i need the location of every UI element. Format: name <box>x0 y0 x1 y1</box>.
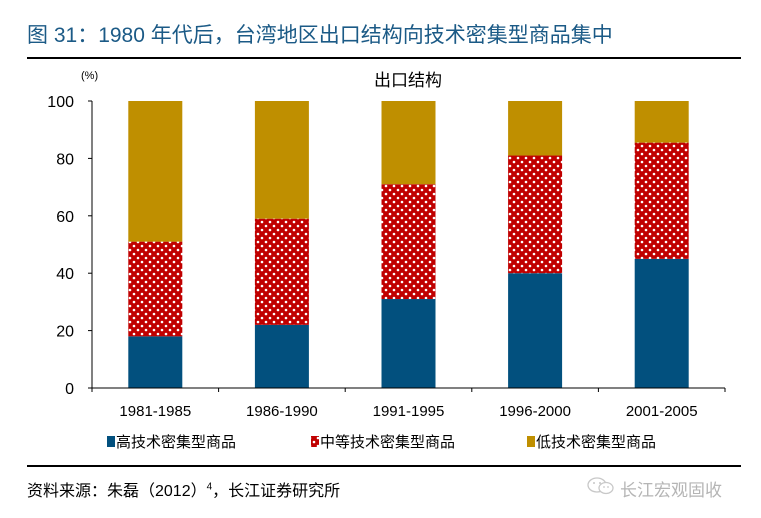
bar-segment-low-2001-2005 <box>634 101 689 143</box>
watermark-text: 长江宏观固收 <box>620 481 722 500</box>
bars-group <box>128 101 689 388</box>
bar-segment-mid-1991-1995 <box>381 184 436 300</box>
wechat-icon <box>586 476 620 501</box>
y-tick-label: 80 <box>56 151 74 168</box>
legend: 高技术密集型商品 中等技术密集型商品 低技术密集型商品 <box>107 433 656 451</box>
source-note: 资料来源：朱磊（2012）4，长江证券研究所 <box>27 477 340 501</box>
legend-swatch <box>311 436 319 447</box>
legend-swatch <box>527 436 535 447</box>
y-tick-label: 40 <box>56 266 74 283</box>
stacked-bar-chart: 出口结构 (%) 1981-1985 1986-1990 1991-1995 1996… <box>47 70 726 451</box>
bar-segment-low-1991-1995 <box>381 101 436 185</box>
bar-segment-high-1986-1990 <box>254 324 309 388</box>
bar-segment-high-1996-2000 <box>508 273 563 388</box>
y-tick-label: 100 <box>47 94 74 111</box>
bar-segment-mid-1986-1990 <box>254 218 309 325</box>
x-tick-label: 1981-1985 <box>119 403 191 420</box>
bottom-divider <box>27 465 741 467</box>
legend-label: 低技术密集型商品 <box>536 434 656 451</box>
top-divider <box>27 57 741 59</box>
bar-segment-low-1981-1985 <box>128 101 183 242</box>
legend-label: 中等技术密集型商品 <box>320 433 455 451</box>
bar-segment-high-2001-2005 <box>634 258 689 388</box>
watermark: 长江宏观固收 <box>586 476 722 501</box>
chart-title: 出口结构 <box>374 71 442 90</box>
source-suffix: ，长江证券研究所 <box>212 483 341 500</box>
bar-segment-low-1986-1990 <box>254 101 309 219</box>
x-tick-label: 1991-1995 <box>373 403 445 420</box>
legend-swatch <box>107 436 115 447</box>
y-axis-unit-label: (%) <box>81 70 98 82</box>
y-tick-label: 60 <box>56 209 74 226</box>
legend-label: 高技术密集型商品 <box>116 434 236 451</box>
bar-segment-mid-1981-1985 <box>128 241 183 337</box>
source-prefix: 资料来源：朱磊（2012） <box>27 483 207 500</box>
y-tick-label: 20 <box>56 324 74 341</box>
bar-segment-low-1996-2000 <box>508 101 563 156</box>
bar-segment-high-1981-1985 <box>128 336 183 388</box>
bar-segment-mid-1996-2000 <box>508 155 563 274</box>
x-tick-label: 2001-2005 <box>626 403 698 420</box>
figure-title: 图 31：1980 年代后，台湾地区出口结构向技术密集型商品集中 <box>27 24 613 47</box>
y-tick-label: 0 <box>65 381 74 398</box>
x-tick-label: 1986-1990 <box>246 403 318 420</box>
bar-segment-high-1991-1995 <box>381 299 436 388</box>
axes-group: 1981-1985 1986-1990 1991-1995 1996-2000 2001… <box>47 94 726 420</box>
bar-segment-mid-2001-2005 <box>634 142 689 259</box>
source-footnote: 4 <box>206 481 213 493</box>
x-tick-label: 1996-2000 <box>499 403 571 420</box>
